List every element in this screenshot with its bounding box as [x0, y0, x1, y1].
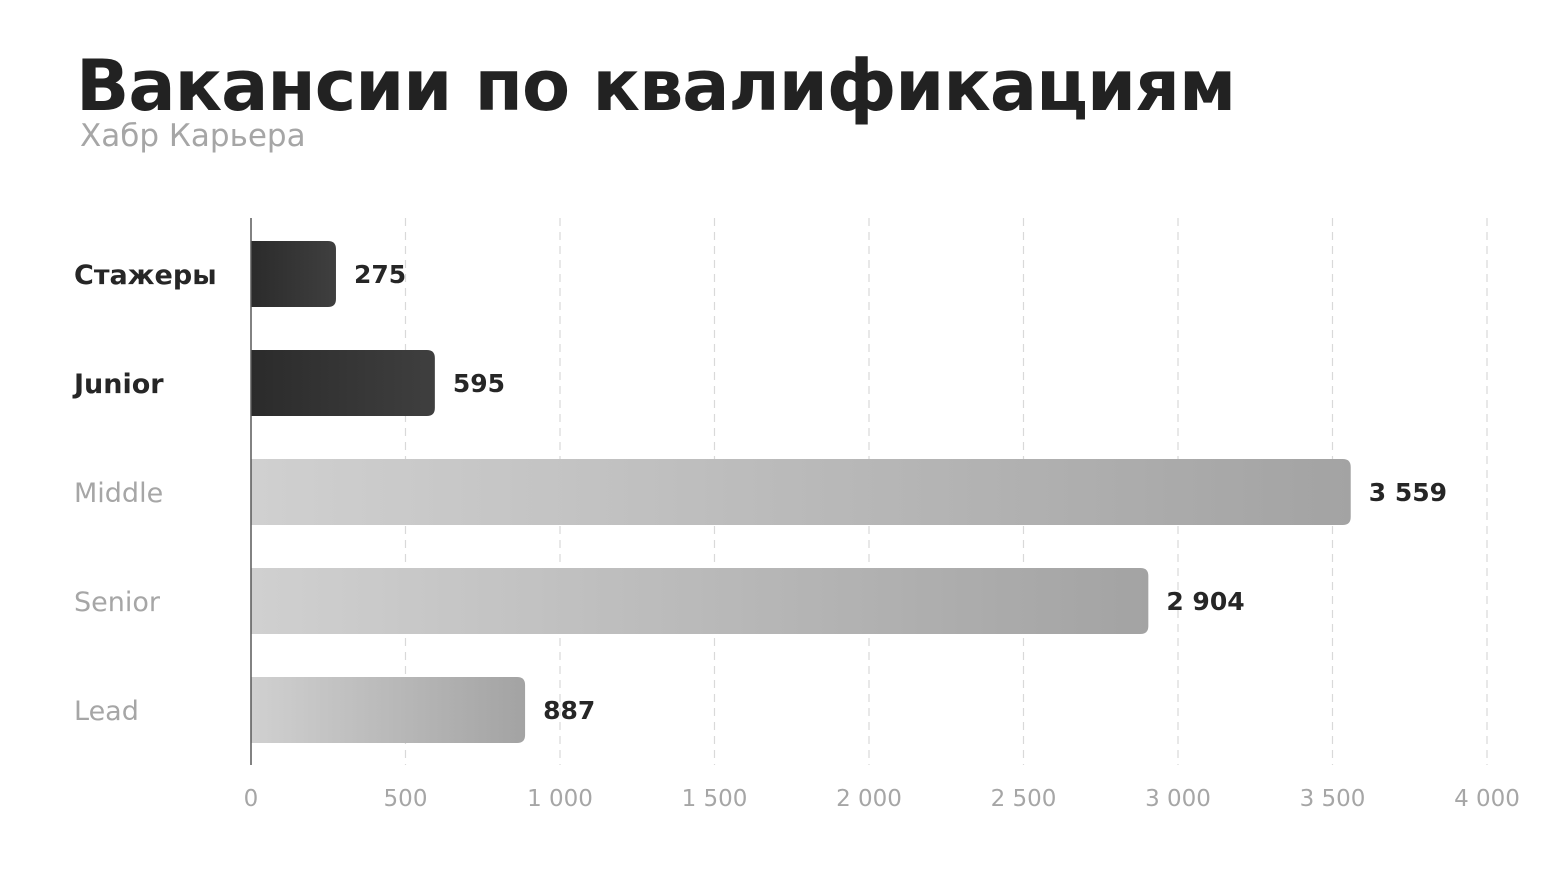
x-tick-label: 0 — [244, 786, 259, 812]
x-tick-label: 4 000 — [1454, 786, 1520, 812]
bars — [251, 241, 1351, 743]
value-label: 3 559 — [1369, 478, 1447, 507]
category-label: Стажеры — [74, 260, 217, 291]
x-tick-label: 1 500 — [682, 786, 748, 812]
bar — [251, 677, 526, 743]
bar — [251, 350, 435, 416]
value-label: 887 — [543, 696, 595, 725]
x-tick-label: 3 500 — [1300, 786, 1366, 812]
x-tick-label: 2 500 — [991, 786, 1057, 812]
x-tick-label: 2 000 — [836, 786, 902, 812]
x-tick-label: 500 — [384, 786, 428, 812]
bar — [251, 241, 336, 307]
category-label: Junior — [72, 369, 164, 400]
category-label: Senior — [74, 587, 161, 618]
bar — [251, 568, 1149, 634]
category-label: Middle — [74, 478, 163, 509]
chart-subtitle: Хабр Карьера — [80, 118, 306, 154]
value-label: 2 904 — [1166, 587, 1244, 616]
category-label: Lead — [74, 696, 139, 727]
x-tick-label: 3 000 — [1145, 786, 1211, 812]
chart-title: Вакансии по квалификациям — [76, 45, 1236, 127]
bar — [251, 459, 1351, 525]
labels: 0 500 1 000 1 500 2 000 2 500 3 000 3 500 4 000 С… — [72, 260, 1520, 812]
x-tick-label: 1 000 — [527, 786, 593, 812]
value-label: 595 — [453, 369, 505, 398]
value-label: 275 — [354, 260, 406, 289]
